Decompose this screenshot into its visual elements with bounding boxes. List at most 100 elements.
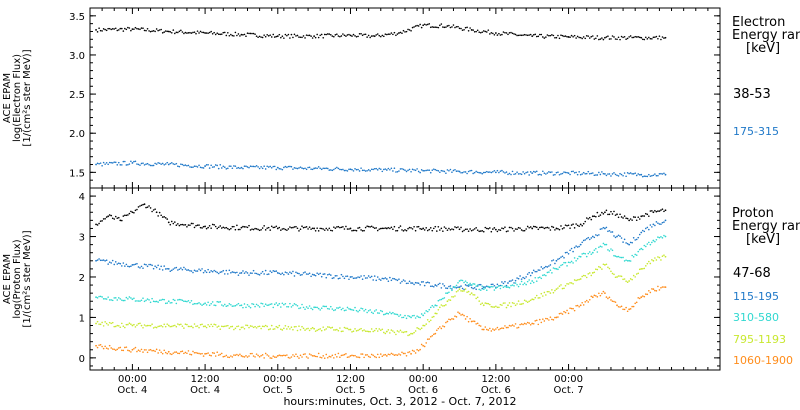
proton-point-795-1193 [146,324,149,327]
proton-point-115-195 [273,270,276,273]
electron-point-38-53 [393,31,396,34]
electron-point-175-315 [255,165,258,167]
proton-point-310-580 [189,301,191,304]
proton-point-47-68 [514,228,517,230]
electron-point-38-53 [540,33,543,36]
proton-point-795-1193 [202,325,205,328]
proton-point-310-580 [307,307,309,310]
proton-point-795-1193 [264,324,267,327]
proton-point-115-195 [140,265,143,268]
electron-point-175-315 [579,173,582,176]
electron-point-38-53 [407,28,409,31]
proton-point-115-195 [563,256,565,259]
proton-point-115-195 [114,261,117,263]
proton-point-1060-1900 [579,304,582,307]
electron-point-175-315 [531,172,534,175]
proton-point-47-68 [124,214,126,217]
proton-point-1060-1900 [466,315,468,318]
proton-point-795-1193 [449,299,452,302]
proton-point-310-580 [587,252,590,255]
proton-point-1060-1900 [445,321,447,324]
proton-point-1060-1900 [604,292,606,295]
proton-point-115-195 [519,275,521,277]
proton-point-310-580 [452,285,455,288]
electron-point-38-53 [196,30,199,32]
proton-point-47-68 [366,225,368,227]
proton-point-795-1193 [555,288,558,291]
xtick-label-time: 12:00 [191,374,220,385]
proton-point-310-580 [117,297,120,299]
electron-point-175-315 [354,167,356,170]
electron-point-38-53 [660,38,662,41]
electron-point-175-315 [442,170,444,172]
proton-point-310-580 [136,300,138,302]
proton-point-310-580 [130,297,132,299]
proton-point-115-195 [317,273,320,276]
proton-point-1060-1900 [295,353,297,356]
electron-point-38-53 [286,34,288,37]
proton-point-47-68 [632,216,635,218]
electron-point-175-315 [180,163,182,165]
electron-point-175-315 [635,174,638,177]
electron-point-175-315 [170,162,173,164]
proton-point-795-1193 [551,289,553,291]
proton-point-47-68 [276,227,279,230]
proton-point-795-1193 [523,299,526,302]
proton-point-115-195 [178,268,181,271]
electron-point-175-315 [581,173,583,175]
proton-point-1060-1900 [654,289,656,292]
proton-point-795-1193 [407,334,409,337]
proton-point-115-195 [166,267,169,270]
electron-point-175-315 [461,171,464,174]
proton-point-1060-1900 [520,323,523,325]
proton-point-1060-1900 [652,288,655,291]
electron-point-175-315 [584,172,587,175]
proton-point-1060-1900 [413,350,415,353]
electron-point-38-53 [364,33,367,36]
proton-point-795-1193 [661,255,664,257]
proton-point-1060-1900 [316,355,318,358]
proton-point-310-580 [404,314,406,317]
electron-point-38-53 [510,31,512,34]
proton-point-47-68 [644,212,647,215]
proton-point-115-195 [96,259,99,261]
proton-point-47-68 [481,229,484,232]
proton-point-47-68 [448,227,450,230]
proton-point-795-1193 [223,325,226,328]
proton-point-310-580 [352,309,355,311]
proton-point-795-1193 [239,328,241,331]
proton-point-1060-1900 [217,354,220,356]
proton-point-47-68 [177,223,179,225]
electron-point-175-315 [301,167,303,169]
proton-point-115-195 [591,235,594,238]
electron-point-38-53 [405,30,408,33]
proton-point-1060-1900 [546,318,549,320]
proton-point-310-580 [198,302,200,304]
proton-point-795-1193 [516,303,518,305]
electron-point-38-53 [160,28,162,31]
proton-point-115-195 [499,284,502,287]
proton-point-47-68 [663,210,665,213]
proton-point-115-195 [660,223,662,225]
electron-point-38-53 [416,24,418,27]
electron-point-38-53 [234,31,237,34]
electron-point-38-53 [423,23,426,26]
proton-point-310-580 [119,298,122,300]
proton-point-47-68 [608,213,611,216]
electron-point-38-53 [549,34,552,37]
proton-point-310-580 [520,280,523,283]
proton-point-795-1193 [161,325,164,328]
proton-point-47-68 [220,227,223,229]
proton-point-115-195 [260,272,262,275]
proton-point-795-1193 [261,325,264,328]
proton-point-795-1193 [395,333,397,336]
electron-point-175-315 [220,167,223,169]
xtick-label-date: Oct. 6 [481,385,511,396]
electron-point-175-315 [532,170,535,173]
proton-point-795-1193 [634,276,636,278]
electron-point-38-53 [308,34,311,37]
proton-point-1060-1900 [602,290,605,293]
electron-point-175-315 [160,163,162,165]
proton-point-115-195 [632,236,635,239]
proton-point-795-1193 [408,334,411,336]
